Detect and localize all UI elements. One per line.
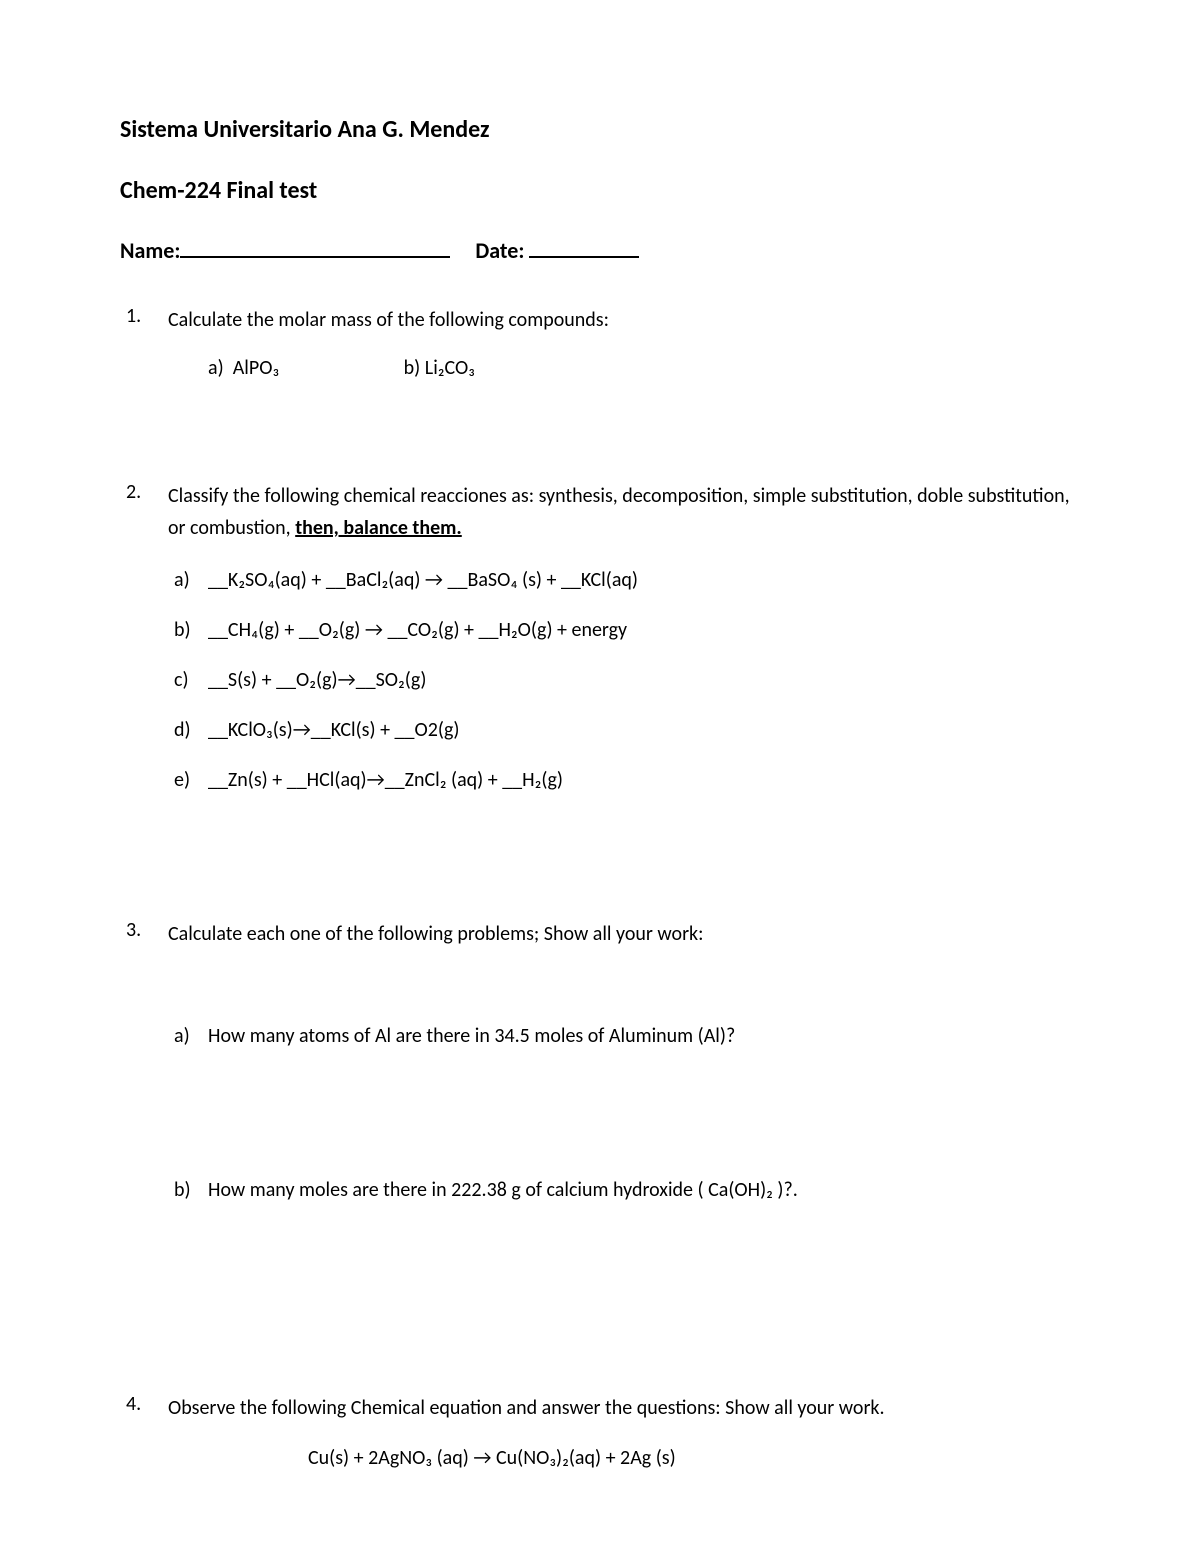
- q2e-eq: __Zn(s) + __HCl(aq)→__ZnCl₂ (aq) + __H₂(…: [208, 768, 563, 792]
- q1-options: a) AlPO₃ b) Li₂CO₃: [168, 356, 1080, 380]
- q2-items: a) __K₂SO₄(aq) + __BaCl₂(aq) → __BaSO₄ (s…: [168, 568, 1080, 792]
- name-date-row: Name: Date:: [120, 237, 1080, 264]
- q2d-eq: __KClO₃(s)→__KCl(s) + __O2(g): [208, 718, 460, 742]
- q2b-eq: __CH₄(g) + __O₂(g) → __CO₂(g) + __H₂O(g)…: [208, 618, 627, 642]
- q4-number: 4.: [126, 1392, 141, 1416]
- question-4: 4. Observe the following Chemical equati…: [168, 1392, 1080, 1470]
- question-1: 1. Calculate the molar mass of the follo…: [168, 304, 1080, 440]
- date-label: Date:: [475, 237, 524, 264]
- q4-text: Observe the following Chemical equation …: [168, 1392, 1080, 1424]
- q1-number: 1.: [126, 304, 141, 328]
- q4-equation: Cu(s) + 2AgNO₃ (aq) → Cu(NO₃)₂(aq) + 2Ag…: [168, 1446, 1080, 1470]
- q1a-value: AlPO₃: [233, 356, 279, 380]
- q3-item-b: b)How many moles are there in 222.38 g o…: [208, 1178, 1080, 1202]
- q2-text: Classify the following chemical reaccion…: [168, 480, 1080, 544]
- q2-item-c: c)__S(s) + __O₂(g)→__SO₂(g): [208, 668, 1080, 692]
- q3-items: a) How many atoms of Al are there in 34.5…: [168, 1024, 1080, 1202]
- q3-item-a: a)How many atoms of Al are there in 34.5…: [208, 1024, 1080, 1048]
- q2b-label: b): [174, 618, 191, 642]
- question-2: 2. Classify the following chemical reacc…: [168, 480, 1080, 878]
- q2-item-b: b)__CH₄(g) + __O₂(g) → __CO₂(g) + __H₂O(…: [208, 618, 1080, 642]
- q3b-label: b): [174, 1178, 191, 1202]
- q2-text-emph: then, balance them.: [295, 516, 462, 540]
- q3a-text: How many atoms of Al are there in 34.5 m…: [208, 1024, 735, 1048]
- q2-item-d: d)__KClO₃(s)→__KCl(s) + __O2(g): [208, 718, 1080, 742]
- q2a-eq: __K₂SO₄(aq) + __BaCl₂(aq) → __BaSO₄ (s) …: [208, 568, 638, 592]
- q2-item-a: a)__K₂SO₄(aq) + __BaCl₂(aq) → __BaSO₄ (s…: [208, 568, 1080, 592]
- name-blank: [180, 256, 450, 258]
- q2a-label: a): [174, 568, 190, 592]
- q1a-label: a): [208, 356, 224, 380]
- q1-option-b: b) Li₂CO₃: [404, 356, 475, 380]
- q2-number: 2.: [126, 480, 141, 504]
- q3b-text: How many moles are there in 222.38 g of …: [208, 1178, 798, 1202]
- q1-text: Calculate the molar mass of the followin…: [168, 304, 1080, 336]
- q1b-value: Li₂CO₃: [425, 356, 475, 380]
- q2c-label: c): [174, 668, 189, 692]
- q1-option-a: a) AlPO₃: [208, 356, 279, 380]
- q2e-label: e): [174, 768, 190, 792]
- q2-item-e: e)__Zn(s) + __HCl(aq)→__ZnCl₂ (aq) + __H…: [208, 768, 1080, 792]
- q3a-label: a): [174, 1024, 190, 1048]
- date-blank: [529, 256, 639, 258]
- q3-number: 3.: [126, 918, 141, 942]
- q1b-label: b): [404, 356, 421, 380]
- course-title: Chem-224 Final test: [120, 176, 1080, 205]
- q3-text: Calculate each one of the following prob…: [168, 918, 1080, 950]
- name-label: Name:: [120, 237, 180, 264]
- question-3: 3. Calculate each one of the following p…: [168, 918, 1080, 1352]
- question-list: 1. Calculate the molar mass of the follo…: [120, 304, 1080, 1470]
- institution-heading: Sistema Universitario Ana G. Mendez: [120, 115, 1080, 144]
- q2d-label: d): [174, 718, 191, 742]
- q2c-eq: __S(s) + __O₂(g)→__SO₂(g): [208, 668, 426, 692]
